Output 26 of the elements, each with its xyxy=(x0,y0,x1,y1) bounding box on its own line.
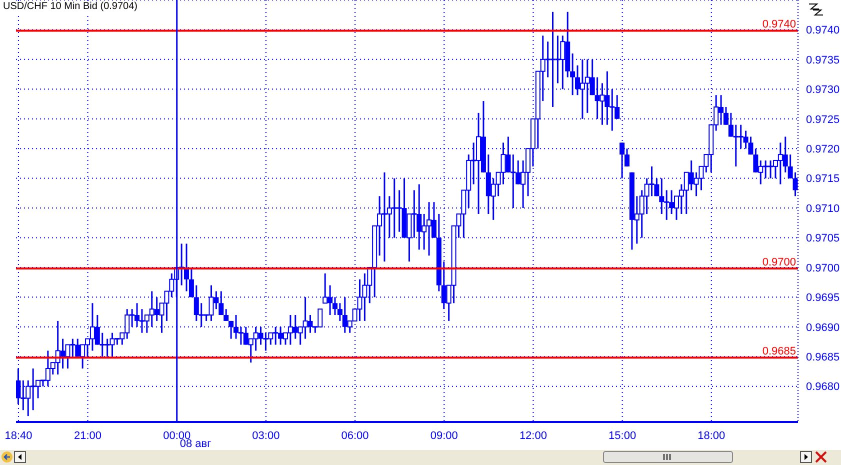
y-tick-label: 0.9730 xyxy=(806,84,840,96)
y-tick-label: 0.9725 xyxy=(806,114,840,126)
y-tick-label: 0.9685 xyxy=(806,352,840,364)
ref-line-label: 0.9700 xyxy=(762,256,796,268)
x-tick-label: 21:00 xyxy=(74,430,102,442)
y-tick-label: 0.9705 xyxy=(806,232,840,245)
y-tick-label: 0.9740 xyxy=(806,24,840,37)
y-tick-label: 0.9710 xyxy=(806,202,840,215)
ref-line-label: 0.9685 xyxy=(762,346,796,358)
y-tick-label: 0.9700 xyxy=(806,262,840,274)
y-tick-label: 0.9690 xyxy=(806,322,840,334)
x-tick-label: 18:40 xyxy=(4,430,32,442)
y-tick-label: 0.9695 xyxy=(806,292,840,304)
x-tick-label: 09:00 xyxy=(430,430,458,442)
x-tick-label: 03:00 xyxy=(252,430,280,442)
y-tick-label: 0.9680 xyxy=(806,381,840,394)
ref-line-label: 08 авг xyxy=(180,438,212,450)
chart-title: USD/CHF 10 Min Bid (0.9704) xyxy=(2,1,138,13)
ref-line-label: 0.9740 xyxy=(762,18,796,31)
y-tick-label: 0.9720 xyxy=(806,143,840,156)
y-tick-label: 0.9715 xyxy=(806,173,840,186)
x-tick-label: 12:00 xyxy=(519,430,547,442)
y-tick-label: 0.9735 xyxy=(806,54,840,66)
x-tick-label: 18:00 xyxy=(698,430,726,442)
x-tick-label: 06:00 xyxy=(341,430,369,442)
x-tick-label: 15:00 xyxy=(608,430,636,442)
